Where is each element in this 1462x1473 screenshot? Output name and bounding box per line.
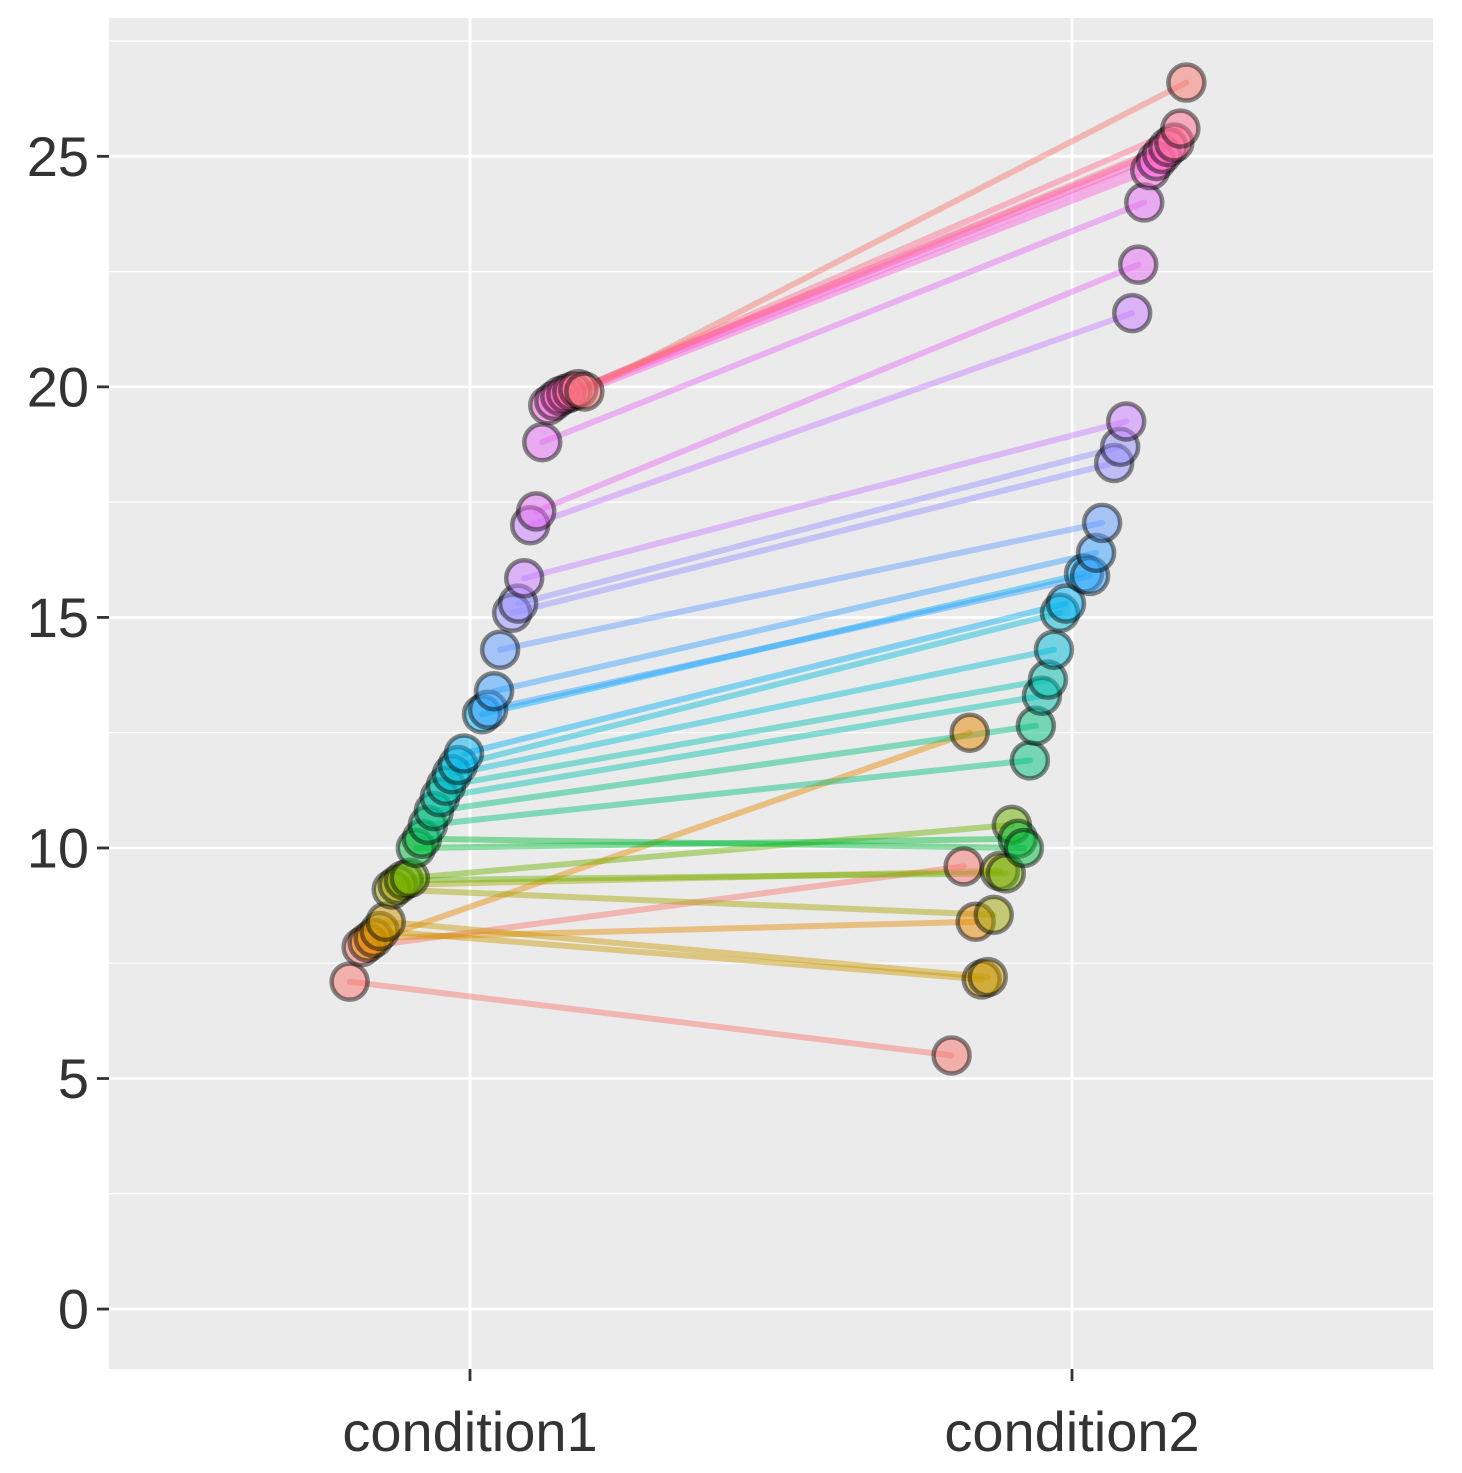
pair-line-21 — [485, 572, 1094, 713]
point-condition2-19 — [1045, 583, 1087, 624]
pair-line-28 — [533, 261, 1142, 515]
point-condition2-27 — [1111, 292, 1153, 334]
pair-line-12 — [418, 835, 1027, 851]
point-condition1-36 — [564, 371, 605, 412]
pair-line-33 — [563, 144, 1172, 397]
pair-line-5 — [376, 927, 985, 983]
point-condition1-22 — [473, 670, 515, 712]
pair-line-14 — [430, 722, 1039, 815]
y-tick-label: 15 — [27, 586, 89, 649]
pair-line-15 — [436, 692, 1045, 801]
y-tick-label: 25 — [27, 125, 89, 188]
minor-gridlines — [109, 40, 1433, 1195]
point-condition2-3 — [949, 712, 990, 753]
pair-line-35 — [575, 125, 1184, 393]
pair-line-9 — [400, 870, 1009, 884]
point-condition2-29 — [1123, 182, 1165, 223]
y-tick-label: 5 — [58, 1047, 89, 1110]
point-condition2-36 — [1166, 62, 1207, 103]
data-points — [329, 62, 1207, 1076]
point-condition2-28 — [1117, 244, 1159, 285]
pair-line-29 — [539, 199, 1148, 446]
pair-line-20 — [479, 570, 1088, 718]
point-condition2-35 — [1160, 108, 1201, 149]
point-condition2-13 — [1009, 740, 1051, 781]
pair-line-19 — [460, 600, 1069, 757]
point-condition2-9 — [985, 853, 1027, 894]
pair-line-13 — [424, 757, 1033, 828]
pair-line-18 — [454, 609, 1063, 768]
plot-panel — [109, 18, 1433, 1369]
pair-line-26 — [521, 418, 1130, 582]
pair-line-22 — [491, 549, 1100, 695]
pair-line-36 — [581, 79, 1190, 395]
point-condition1-19 — [443, 733, 485, 774]
point-condition2-26 — [1105, 401, 1147, 442]
point-condition1-29 — [521, 421, 563, 463]
point-condition2-17 — [1033, 629, 1075, 670]
point-condition2-7 — [973, 894, 1014, 936]
major-gridlines — [109, 18, 1433, 1369]
pair-line-25 — [515, 443, 1124, 607]
pair-line-30 — [545, 167, 1154, 409]
point-condition1-26 — [503, 557, 545, 599]
pair-line-1 — [346, 978, 955, 1059]
point-condition2-2 — [943, 846, 984, 887]
y-tick-label: 0 — [58, 1278, 89, 1341]
pair-line-34 — [569, 139, 1178, 395]
point-condition1-28 — [515, 491, 557, 532]
pair-line-24 — [509, 459, 1118, 616]
y-axis: 0 5 10 15 20 25 — [27, 125, 109, 1341]
pair-line-16 — [442, 676, 1051, 789]
pair-lines — [346, 79, 1190, 1059]
point-condition1-23 — [479, 629, 521, 670]
pair-line-17 — [448, 646, 1057, 778]
pair-line-10 — [406, 821, 1015, 881]
point-condition2-23 — [1081, 502, 1123, 544]
x-tick-label: condition2 — [944, 1400, 1199, 1463]
point-condition2-12 — [1003, 827, 1045, 869]
pair-line-3 — [364, 729, 973, 946]
pair-line-27 — [527, 310, 1136, 529]
pair-line-23 — [497, 519, 1106, 653]
pair-line-11 — [412, 835, 1021, 851]
pair-line-8 — [394, 868, 1003, 888]
pair-line-32 — [557, 151, 1166, 400]
y-tick-label: 20 — [27, 355, 89, 418]
pair-line-31 — [551, 157, 1160, 404]
y-tick-label: 10 — [27, 816, 89, 879]
point-condition1-6 — [365, 901, 406, 942]
point-condition1-1 — [329, 961, 370, 1002]
x-axis: condition1 condition2 — [342, 1369, 1200, 1463]
x-tick-label: condition1 — [342, 1400, 597, 1463]
pair-line-4 — [370, 918, 979, 941]
pair-line-7 — [388, 886, 997, 918]
pair-line-6 — [382, 918, 991, 981]
point-condition2-1 — [931, 1035, 972, 1076]
pair-line-2 — [358, 863, 967, 951]
point-condition2-6 — [967, 956, 1008, 998]
